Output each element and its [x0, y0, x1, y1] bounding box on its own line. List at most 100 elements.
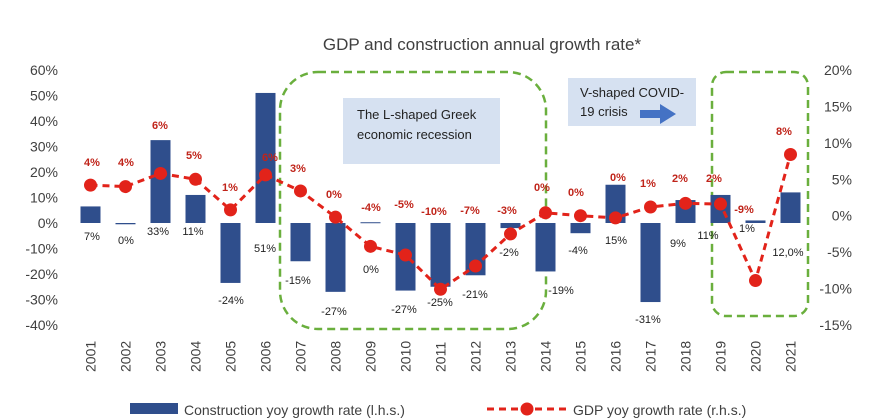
gdp-point [399, 248, 412, 262]
right-axis-tick-label: -10% [819, 281, 852, 297]
construction-bar [605, 184, 626, 223]
x-axis-tick-label: 2012 [468, 341, 484, 372]
recession-annotation-box [343, 98, 500, 164]
gdp-point [714, 197, 727, 211]
gdp-line [90, 154, 792, 292]
bar-data-label: -21% [462, 289, 488, 301]
recession-highlight-box [278, 70, 548, 331]
gdp-data-label: 1% [222, 182, 238, 194]
gdp-data-label: 5% [186, 150, 202, 162]
gdp-point [329, 210, 342, 224]
x-axis-tick-label: 2014 [538, 341, 554, 372]
x-axis-tick-label: 2015 [573, 341, 589, 372]
right-axis-tick-label: -5% [827, 244, 852, 260]
gdp-point [364, 239, 377, 253]
x-axis-tick-label: 2005 [223, 341, 239, 372]
gdp-data-label: 6% [262, 152, 278, 164]
right-axis: 20% 15% 10% 5% 0% -5% -10% -15% [819, 62, 852, 333]
x-axis-tick-label: 2006 [258, 341, 274, 372]
gdp-point [749, 274, 762, 288]
left-axis-tick-label: -20% [25, 266, 58, 282]
gdp-point [224, 203, 237, 217]
bar-data-label: 33% [147, 226, 169, 238]
gdp-point [434, 282, 447, 296]
x-axis-tick-label: 2019 [713, 341, 729, 372]
bar-data-label: -25% [427, 297, 453, 309]
left-axis-tick-label: 60% [30, 62, 58, 78]
gdp-data-label: -9% [734, 204, 754, 216]
construction-bar [255, 92, 276, 223]
x-axis-tick-label: 2009 [363, 341, 379, 372]
bar-data-label: 0% [363, 264, 379, 276]
gdp-point [189, 172, 202, 186]
x-axis-tick-label: 2010 [398, 341, 414, 372]
left-axis-tick-label: -30% [25, 292, 58, 308]
gdp-data-label: 2% [672, 173, 688, 185]
x-axis-tick-label: 2003 [153, 341, 169, 372]
annotations-layer: The L-shaped Greek economic recession V-sh… [278, 70, 810, 331]
gdp-data-label: 2% [706, 173, 722, 185]
x-axis-tick-label: 2008 [328, 341, 344, 372]
construction-bar [220, 223, 241, 283]
gdp-point [644, 200, 657, 214]
x-axis-tick-label: 2017 [643, 341, 659, 372]
bar-data-label: 12,0% [772, 247, 803, 259]
right-axis-tick-label: 0% [832, 208, 852, 224]
bar-data-label: -2% [499, 247, 519, 259]
left-axis-tick-label: 10% [30, 190, 58, 206]
bar-data-label: -19% [548, 285, 574, 297]
recession-annotation-text: The L-shaped Greek [357, 107, 477, 122]
legend-line-label: GDP yoy growth rate (r.h.s.) [573, 402, 746, 418]
bar-data-label: 11% [697, 230, 718, 242]
bar-data-label: 51% [254, 243, 276, 255]
bar-data-label: 9% [670, 238, 686, 250]
right-axis-tick-label: 15% [824, 98, 852, 114]
construction-bar [535, 223, 556, 272]
bar-data-label: 11% [182, 226, 203, 238]
covid-highlight-box [710, 70, 810, 318]
right-axis-tick-label: 10% [824, 135, 852, 151]
gdp-data-label: -4% [361, 202, 381, 214]
bar-data-label: -24% [218, 295, 244, 307]
bar-data-label: -27% [391, 304, 417, 316]
x-axis: 2001 2002 2003 2004 2005 2006 2007 2008 2009 2010… [83, 341, 799, 372]
gdp-data-label: 4% [84, 157, 100, 169]
x-axis-tick-label: 2001 [83, 341, 99, 372]
gdp-point [539, 206, 552, 220]
construction-bar [780, 192, 801, 223]
gdp-data-label: 0% [326, 189, 342, 201]
gdp-data-label: 6% [152, 120, 168, 132]
line-layer: 4% 4% 6% 5% 1% 6% 3% 0% -4% -5% -10% -7% -3% 0% 0% 0% 1%… [84, 120, 797, 296]
gdp-data-label: 1% [640, 178, 656, 190]
left-axis-tick-label: 30% [30, 139, 58, 155]
gdp-point [259, 168, 272, 182]
gdp-data-label: 0% [568, 187, 584, 199]
construction-bar [640, 223, 661, 303]
right-axis-tick-label: 20% [824, 62, 852, 78]
construction-bar [500, 223, 521, 229]
gdp-data-label: -5% [394, 199, 414, 211]
right-axis-tick-label: 5% [832, 171, 852, 187]
left-axis-tick-label: 50% [30, 88, 58, 104]
construction-bar [325, 223, 346, 292]
bar-data-label: 1% [739, 223, 755, 235]
x-axis-tick-label: 2002 [118, 341, 134, 372]
legend-bar-label: Construction yoy growth rate (l.h.s.) [184, 402, 405, 418]
recession-annotation-text: economic recession [357, 127, 472, 142]
left-axis-tick-label: 40% [30, 113, 58, 129]
construction-bar [115, 223, 136, 225]
construction-bar [570, 223, 591, 234]
gdp-data-label: 3% [290, 163, 306, 175]
left-axis-tick-label: -10% [25, 241, 58, 257]
x-axis-tick-label: 2004 [188, 341, 204, 372]
gdp-point [294, 184, 307, 198]
gdp-data-label: -3% [497, 205, 517, 217]
construction-bar [745, 220, 766, 223]
construction-bar [430, 223, 451, 287]
x-axis-tick-label: 2021 [783, 341, 799, 372]
bar-data-label: 0% [118, 235, 134, 247]
gdp-data-label: 0% [534, 182, 550, 194]
covid-annotation-box [568, 78, 696, 126]
right-axis-tick-label: -15% [819, 317, 852, 333]
